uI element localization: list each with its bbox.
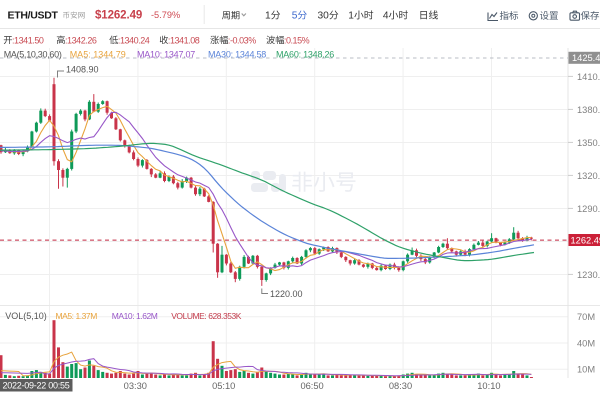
svg-text:MA10: 1.62M: MA10: 1.62M [112,311,158,321]
svg-text:ETH/USDT: ETH/USDT [8,10,59,22]
svg-text:MA5: 1344.79: MA5: 1344.79 [70,50,126,60]
svg-text::-0.03%: :-0.03% [228,35,256,45]
svg-text:08:30: 08:30 [389,381,412,391]
svg-text::1342.26: :1342.26 [65,35,97,45]
svg-text:2022-09-22 00:55: 2022-09-22 00:55 [3,381,70,391]
svg-text:03:30: 03:30 [124,381,147,391]
svg-text:05:10: 05:10 [212,381,235,391]
svg-text:30: 30 [318,11,330,22]
svg-text::1341.08: :1341.08 [168,35,200,45]
svg-text:5: 5 [292,11,298,22]
svg-text:1408.90: 1408.90 [66,65,99,75]
svg-text:1320.06: 1320.06 [577,171,600,181]
svg-text::1341.50: :1341.50 [12,35,44,45]
svg-text:4: 4 [383,11,389,22]
svg-text:-5.79%: -5.79% [151,10,180,20]
svg-text:40M: 40M [577,338,595,348]
svg-text:1410.06: 1410.06 [577,72,600,82]
svg-text:MA(5,10,30,60): MA(5,10,30,60) [4,50,62,60]
svg-text:1290.06: 1290.06 [577,204,600,214]
svg-text:1220.00: 1220.00 [270,289,303,299]
svg-text:1380.06: 1380.06 [577,105,600,115]
svg-text:MA60: 1348.26: MA60: 1348.26 [276,50,334,60]
svg-text:1425.47: 1425.47 [572,53,600,63]
svg-text:VOLUME: 628.353K: VOLUME: 628.353K [171,311,242,321]
svg-text:1230.06: 1230.06 [577,270,600,280]
svg-text:MA30: 1344.58: MA30: 1344.58 [208,50,266,60]
svg-text:10M: 10M [577,365,595,375]
svg-text:10:10: 10:10 [477,381,500,391]
svg-text:MA5: 1.37M: MA5: 1.37M [56,311,98,321]
svg-text:$1262.49: $1262.49 [95,10,142,22]
svg-text:06:50: 06:50 [300,381,323,391]
svg-text:1: 1 [265,11,271,22]
svg-text:70M: 70M [577,312,595,322]
svg-text::0.15%: :0.15% [284,35,310,45]
svg-text:1: 1 [348,11,354,22]
svg-text:MA10: 1347.07: MA10: 1347.07 [137,50,195,60]
svg-text:1350.06: 1350.06 [577,138,600,148]
svg-text::1340.24: :1340.24 [118,35,150,45]
svg-text:1262.49: 1262.49 [571,235,600,245]
svg-text:VOL(5,10): VOL(5,10) [5,311,47,321]
